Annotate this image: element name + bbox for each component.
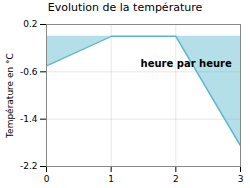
html-text:Evolution de la température: Evolution de la température [47, 1, 203, 14]
svg-text:-2.2: -2.2 [20, 161, 38, 171]
svg-text:Température en °C: Température en °C [5, 53, 15, 139]
svg-text:0: 0 [44, 174, 50, 184]
svg-text:-0.6: -0.6 [20, 67, 38, 77]
svg-text:-1.4: -1.4 [20, 114, 38, 124]
svg-text:heure par heure: heure par heure [141, 58, 232, 69]
svg-text:2: 2 [173, 174, 179, 184]
svg-text:0.2: 0.2 [23, 19, 37, 29]
svg-text:1: 1 [108, 174, 114, 184]
svg-text:3: 3 [238, 174, 244, 184]
